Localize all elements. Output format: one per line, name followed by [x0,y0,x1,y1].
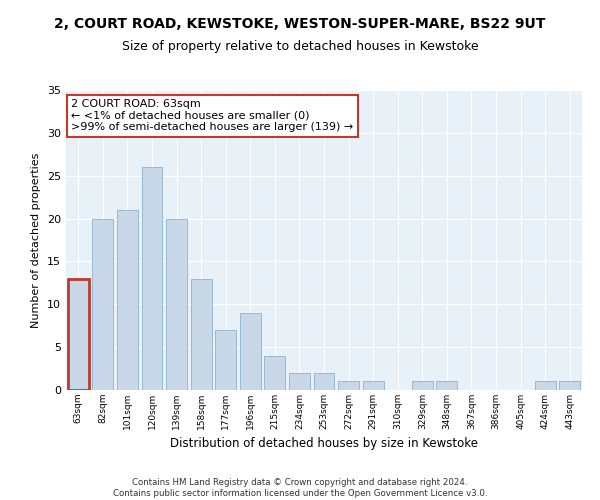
Bar [92,218,113,390]
Text: Contains HM Land Registry data © Crown copyright and database right 2024.
Contai: Contains HM Land Registry data © Crown c… [113,478,487,498]
Bar [68,278,89,390]
Bar [338,382,359,390]
Bar [117,210,138,390]
X-axis label: Distribution of detached houses by size in Kewstoke: Distribution of detached houses by size … [170,438,478,450]
Y-axis label: Number of detached properties: Number of detached properties [31,152,41,328]
Bar [215,330,236,390]
Bar [240,313,261,390]
Bar [535,382,556,390]
Bar [362,382,383,390]
Bar [289,373,310,390]
Text: 2 COURT ROAD: 63sqm
← <1% of detached houses are smaller (0)
>99% of semi-detach: 2 COURT ROAD: 63sqm ← <1% of detached ho… [71,99,353,132]
Bar [314,373,334,390]
Bar [265,356,286,390]
Text: Size of property relative to detached houses in Kewstoke: Size of property relative to detached ho… [122,40,478,53]
Bar [559,382,580,390]
Bar [436,382,457,390]
Bar [166,218,187,390]
Text: 2, COURT ROAD, KEWSTOKE, WESTON-SUPER-MARE, BS22 9UT: 2, COURT ROAD, KEWSTOKE, WESTON-SUPER-MA… [55,18,545,32]
Bar [142,167,163,390]
Bar [412,382,433,390]
Bar [191,278,212,390]
